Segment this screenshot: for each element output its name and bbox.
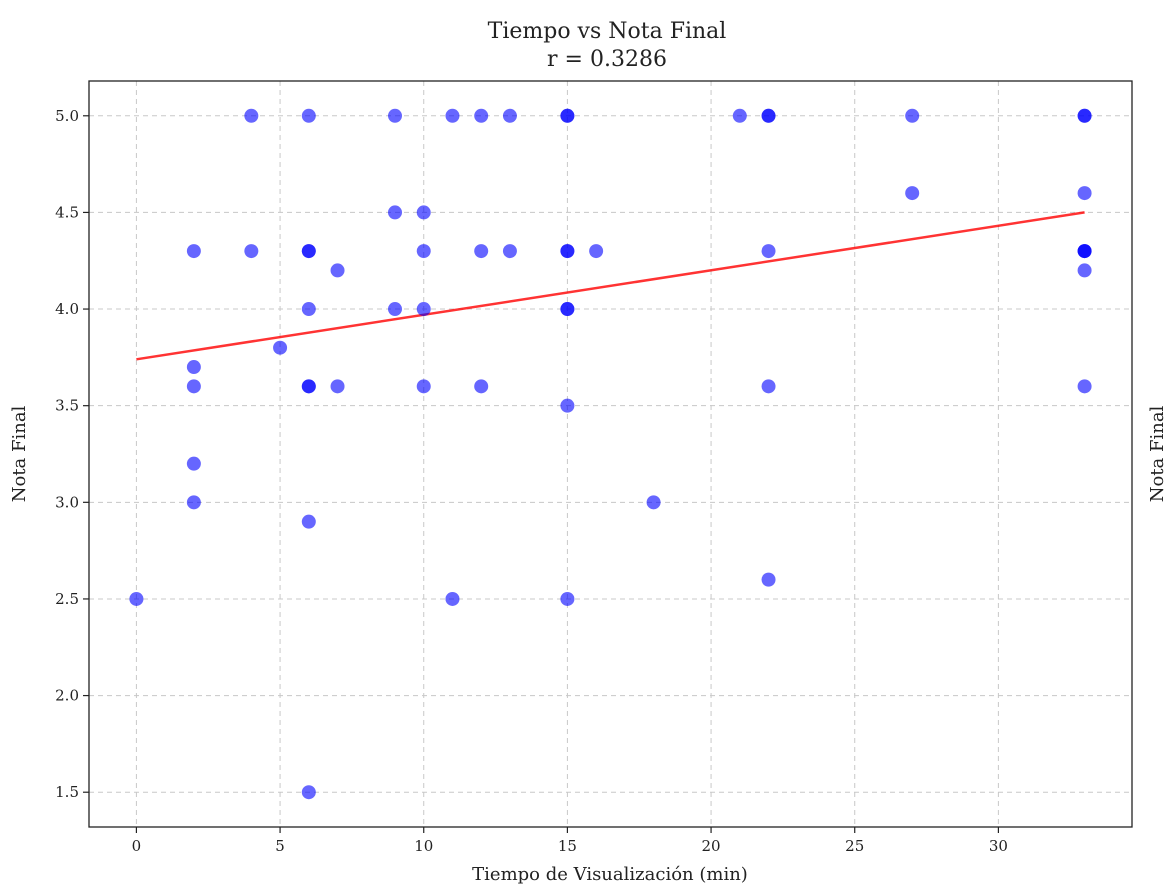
x-tick-label: 15 — [558, 837, 577, 855]
x-tick-label: 0 — [132, 837, 142, 855]
data-point — [244, 108, 259, 123]
data-point — [474, 379, 489, 394]
y-tick-label: 3.5 — [55, 397, 79, 415]
y-tick-label: 4.0 — [55, 300, 79, 318]
x-tick-label: 5 — [275, 837, 285, 855]
data-point — [416, 205, 431, 220]
data-points — [129, 108, 1092, 800]
y-tick-label: 1.5 — [55, 783, 79, 801]
data-point — [560, 302, 575, 317]
data-point — [560, 244, 575, 259]
data-point — [1077, 108, 1092, 123]
data-point — [301, 244, 316, 259]
x-tick-label: 25 — [845, 837, 864, 855]
trend-line — [136, 211, 1085, 361]
data-point — [1077, 263, 1092, 278]
data-point — [474, 108, 489, 123]
x-axis-label: Tiempo de Visualización (min) — [472, 864, 748, 885]
data-point — [186, 360, 201, 375]
y-tick-label: 4.5 — [55, 203, 79, 221]
y-tick-label: 2.0 — [55, 687, 79, 705]
data-point — [646, 495, 661, 510]
y-axis-label: Nota Final — [9, 405, 30, 502]
data-point — [186, 244, 201, 259]
data-point — [388, 302, 403, 317]
data-point — [301, 302, 316, 317]
data-point — [388, 108, 403, 123]
x-tick-label: 20 — [702, 837, 721, 855]
data-point — [1077, 244, 1092, 259]
data-point — [560, 591, 575, 606]
data-point — [186, 379, 201, 394]
data-point — [388, 205, 403, 220]
data-point — [589, 244, 604, 259]
data-point — [560, 398, 575, 413]
data-point — [445, 591, 460, 606]
y-tick-label: 3.0 — [55, 493, 79, 511]
data-point — [416, 302, 431, 317]
data-point — [761, 572, 776, 587]
data-point — [301, 108, 316, 123]
data-point — [416, 244, 431, 259]
data-point — [560, 108, 575, 123]
data-point — [1077, 379, 1092, 394]
data-point — [502, 108, 517, 123]
data-point — [445, 108, 460, 123]
data-point — [301, 379, 316, 394]
data-point — [330, 263, 345, 278]
data-point — [761, 108, 776, 123]
data-point — [301, 785, 316, 800]
data-point — [761, 244, 776, 259]
data-point — [1077, 186, 1092, 201]
y-tick-label: 2.5 — [55, 590, 79, 608]
data-point — [905, 186, 920, 201]
data-point — [244, 244, 259, 259]
data-point — [129, 591, 144, 606]
data-point — [330, 379, 345, 394]
data-point — [186, 456, 201, 471]
data-point — [301, 514, 316, 529]
plot-frame — [88, 80, 1133, 828]
grid — [89, 81, 1132, 827]
chart-subtitle: r = 0.3286 — [547, 47, 667, 72]
data-point — [732, 108, 747, 123]
data-point — [416, 379, 431, 394]
chart-title: Tiempo vs Nota Final — [488, 19, 727, 44]
data-point — [761, 379, 776, 394]
y-tick-label: 5.0 — [55, 107, 79, 125]
data-point — [905, 108, 920, 123]
data-point — [186, 495, 201, 510]
data-point — [502, 244, 517, 259]
y-axis-label-secondary: Nota Final — [1147, 405, 1168, 502]
x-axis-ticks: 0 5 10 15 20 25 30 — [132, 827, 1008, 855]
data-point — [474, 244, 489, 259]
x-tick-label: 30 — [989, 837, 1008, 855]
x-tick-label: 10 — [414, 837, 433, 855]
trend-line-group — [136, 211, 1085, 361]
data-point — [273, 340, 288, 355]
y-axis-ticks: 1.5 2.0 2.5 3.0 3.5 4.0 4.5 5.0 — [55, 107, 89, 801]
